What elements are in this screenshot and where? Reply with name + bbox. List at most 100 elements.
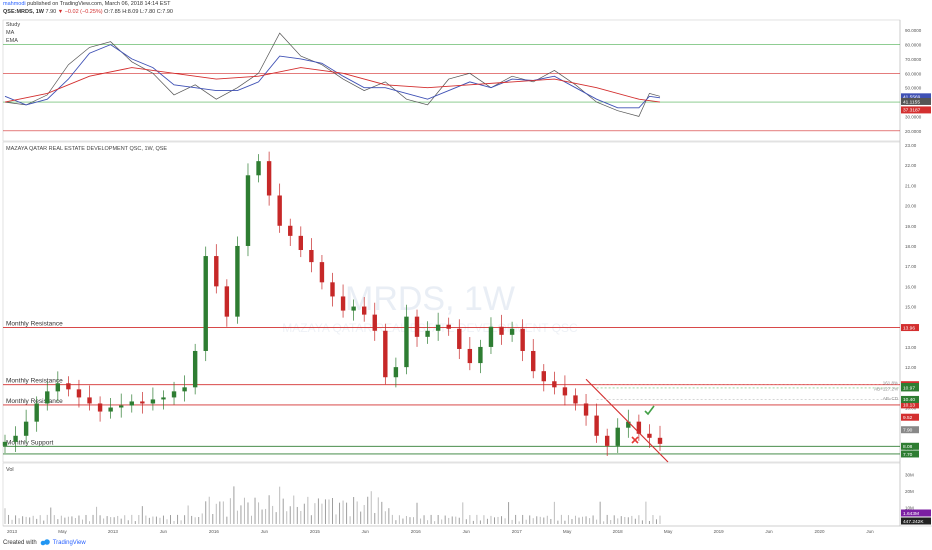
time-x-tick: 2020 (815, 529, 826, 534)
resistance-label: Monthly Resistance (6, 321, 63, 328)
candle-body (636, 421, 642, 434)
candle-body (583, 403, 589, 416)
time-x-tick: 2013 (108, 529, 119, 534)
price-y-tick: 21.00 (905, 183, 917, 188)
candle-body (361, 306, 367, 315)
volume-value-label: 1.643M (903, 511, 919, 517)
candle-body (520, 328, 525, 351)
study-y-tick: 80.0000 (905, 43, 922, 48)
study-value-tag (901, 97, 931, 105)
volume-label[interactable]: Vol (6, 467, 14, 473)
author-link[interactable]: mahmodi (3, 1, 26, 7)
price-y-tick: 15.00 (905, 305, 917, 310)
price-tag (901, 413, 919, 421)
checkmark-icon (644, 405, 655, 416)
study-series-ma (4, 44, 661, 109)
candle-body (457, 328, 462, 349)
price-y-tick: 13.00 (905, 345, 917, 350)
candle-body (277, 195, 282, 226)
price-tag-label: 8.08 (903, 444, 913, 450)
candle-body (203, 256, 208, 351)
time-x-tick: Jun (261, 529, 269, 534)
candle-body (383, 330, 388, 378)
candle-body (119, 405, 124, 408)
candle-body (45, 391, 50, 404)
candle-body (23, 421, 29, 436)
published-text: published on TradingView.com, March 06, … (27, 1, 171, 7)
ema-label[interactable]: EMA (6, 38, 18, 44)
candle-body (425, 330, 430, 337)
study-series-ema (4, 67, 661, 103)
price-tag (901, 401, 919, 409)
study-value-tag (901, 93, 931, 101)
price-tag (901, 324, 919, 332)
time-x-tick: 2016 (209, 529, 220, 534)
watermark: MRDS, 1W (345, 280, 515, 318)
price-change: −0.02 (−0.25%) (64, 9, 103, 15)
study-pane-frame (2, 19, 901, 142)
price-y-tick: 19.00 (905, 224, 917, 229)
candle-body (235, 245, 240, 317)
study-value-label: 37.3187 (903, 108, 921, 114)
time-x-tick: Jun (463, 529, 471, 534)
footer: Created with TradingView (3, 539, 86, 546)
study-y-tick: 50.0000 (905, 86, 922, 91)
candle-body (298, 235, 304, 251)
candle-body (182, 387, 187, 392)
study-y-tick: 70.0000 (905, 57, 922, 62)
study-y-tick: 60.0000 (905, 71, 922, 76)
fib-label: 161.8% (883, 380, 898, 385)
candle-body (2, 441, 8, 446)
candle-body (150, 399, 156, 404)
price-tag (901, 395, 919, 403)
price-tag (901, 442, 919, 450)
candle-body (224, 286, 230, 317)
price-y-tick: 12.00 (905, 365, 917, 370)
price-tag-label: 10.40 (903, 397, 915, 403)
resistance-label: Monthly Resistance (6, 378, 63, 385)
candle-body (404, 316, 409, 368)
price-tag (901, 450, 919, 458)
time-x-tick: May (664, 529, 673, 534)
tradingview-brand[interactable]: TradingView (52, 539, 86, 546)
candle-body (266, 161, 272, 196)
ma-label[interactable]: MA (6, 30, 15, 36)
time-x-tick: 2015 (310, 529, 321, 534)
study-value-label: 41.5569 (903, 95, 921, 101)
study-label[interactable]: Study (6, 22, 21, 28)
candle-body (108, 407, 113, 412)
candle-body (161, 397, 166, 400)
time-x-tick: 2018 (613, 529, 624, 534)
resistance-label: Monthly Resistance (6, 398, 63, 405)
candle-body (76, 389, 82, 398)
candle-body (140, 401, 145, 404)
candle-body (66, 383, 71, 390)
tradingview-logo-icon (40, 539, 50, 546)
candle-body (97, 403, 103, 412)
candle-body (351, 306, 356, 311)
candle-body (657, 437, 663, 444)
candle-body (288, 225, 293, 236)
study-value-tag (901, 106, 931, 114)
time-x-tick: May (563, 529, 572, 534)
candle-body (171, 391, 177, 398)
candle-body (467, 348, 473, 364)
volume-value-tag (901, 517, 931, 525)
candle-body (446, 324, 451, 329)
volume-value-tag (901, 509, 931, 517)
candle-body (594, 415, 599, 436)
candle-body (13, 435, 18, 442)
candle-body (372, 314, 377, 331)
time-x-tick: 2017 (512, 529, 523, 534)
downtrend-line (585, 378, 669, 463)
candle-body (626, 421, 631, 428)
study-y-tick: 20.0000 (905, 129, 922, 134)
time-x-tick: Jun (362, 529, 370, 534)
symbol-line: QSE:MRDS, 1W 7.90 ▼ −0.02 (−0.25%) O:7.8… (3, 9, 173, 15)
volume-value-label: 447.242K (903, 519, 924, 525)
price-y-tick: 20.00 (905, 204, 917, 209)
price-tag (901, 426, 919, 434)
candle-body (531, 350, 536, 372)
main-title: MAZAYA QATAR REAL ESTATE DEVELOPMENT QSC… (6, 146, 168, 152)
volume-pane-frame (2, 462, 901, 527)
